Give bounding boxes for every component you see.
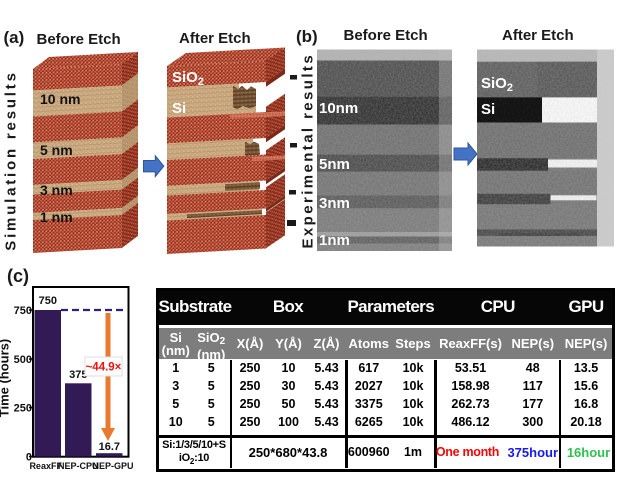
- svg-text:1nm: 1nm: [319, 232, 350, 249]
- svg-text:Si: Si: [172, 100, 186, 117]
- svg-text:16.7: 16.7: [99, 441, 120, 453]
- svg-text:0: 0: [26, 452, 32, 464]
- svg-text:NEP-CPU: NEP-CPU: [58, 461, 99, 471]
- svg-text:375: 375: [69, 369, 87, 381]
- svg-text:3 nm: 3 nm: [40, 182, 73, 198]
- svg-text:750: 750: [39, 295, 57, 307]
- svg-text:250: 250: [14, 403, 32, 415]
- svg-text:NEP-GPU: NEP-GPU: [92, 461, 133, 471]
- svg-text:1 nm: 1 nm: [40, 209, 73, 225]
- svg-text:5 nm: 5 nm: [40, 142, 73, 158]
- svg-text:750: 750: [14, 305, 32, 317]
- svg-text:5nm: 5nm: [319, 156, 350, 173]
- svg-text:SiO2: SiO2: [172, 69, 204, 88]
- svg-text:500: 500: [14, 354, 32, 366]
- svg-text:Si: Si: [481, 101, 495, 118]
- svg-text:ReaxFF: ReaxFF: [29, 461, 62, 471]
- svg-text:~44.9×: ~44.9×: [86, 362, 122, 374]
- svg-text:SiO2: SiO2: [481, 75, 513, 94]
- svg-text:3nm: 3nm: [319, 195, 350, 212]
- svg-text:10 nm: 10 nm: [40, 91, 80, 107]
- svg-text:Time (hours): Time (hours): [0, 339, 12, 418]
- svg-text:10nm: 10nm: [319, 100, 358, 117]
